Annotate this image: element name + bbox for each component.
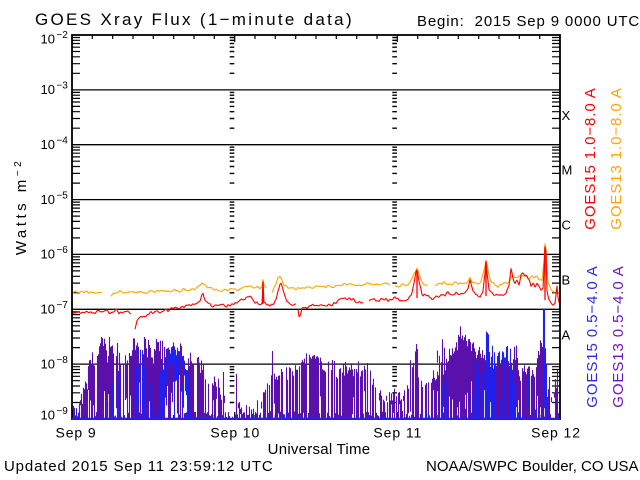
svg-text:Begin: 2015 Sep 9 0000 UTC: Begin: 2015 Sep 9 0000 UTC [417,13,640,30]
svg-text:NOAA/SWPC Boulder, CO USA: NOAA/SWPC Boulder, CO USA [426,458,639,475]
svg-text:GOES15 1.0−8.0 A: GOES15 1.0−8.0 A [582,87,599,229]
svg-text:Sep 12: Sep 12 [531,425,581,441]
svg-text:Sep 10: Sep 10 [210,425,260,441]
svg-text:A: A [562,327,571,342]
svg-text:GOES13 0.5−4.0 A: GOES13 0.5−4.0 A [610,265,627,407]
svg-text:B: B [562,272,571,287]
svg-text:Universal Time: Universal Time [268,441,371,458]
svg-text:Sep 9: Sep 9 [55,425,96,441]
svg-text:C: C [562,218,571,233]
svg-text:Watts m−2: Watts m−2 [13,158,30,255]
svg-text:GOES Xray Flux (1−minute data): GOES Xray Flux (1−minute data) [35,10,354,29]
svg-text:Updated 2015 Sep 11 23:59:12 U: Updated 2015 Sep 11 23:59:12 UTC [4,458,274,475]
svg-text:GOES13 1.0−8.0 A: GOES13 1.0−8.0 A [608,87,625,229]
svg-text:Sep 11: Sep 11 [373,425,422,441]
svg-text:X: X [562,108,571,123]
svg-text:M: M [562,163,573,178]
svg-text:GOES15 0.5−4.0 A: GOES15 0.5−4.0 A [584,265,601,407]
